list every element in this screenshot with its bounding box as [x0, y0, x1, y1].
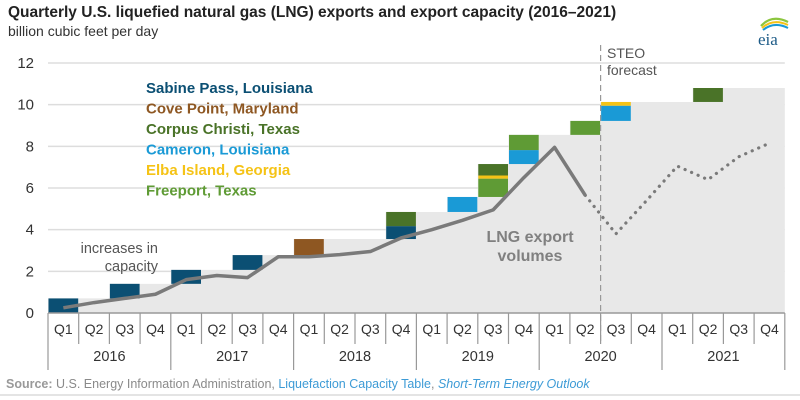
capacity-bar — [478, 178, 508, 197]
quarter-label: Q1 — [300, 321, 319, 337]
quarter-label: Q2 — [453, 321, 472, 337]
y-tick-label: 2 — [26, 263, 34, 280]
capacity-bar — [601, 105, 631, 121]
source-text: U.S. Energy Information Administration, — [52, 377, 279, 391]
capacity-bar — [232, 255, 263, 270]
x-axis: Q1 Q2 Q3 Q4 Q1 Q2 Q3 Q4 Q1 Q2 Q3 Q4 Q1 Q2 Q3 Q4 Q1 Q2 Q3 Q4… — [47, 312, 786, 370]
year-label: 2019 — [462, 349, 494, 365]
y-axis-unit-label: billion cubic feet per day — [8, 23, 159, 39]
quarter-label: Q1 — [422, 321, 441, 337]
source-note: Source: U.S. Energy Information Administ… — [6, 377, 590, 391]
quarter-label: Q4 — [515, 321, 534, 337]
capacity-bar — [478, 175, 508, 179]
quarter-label: Q1 — [54, 321, 73, 337]
footer-divider — [0, 394, 800, 396]
legend-item: Elba Island, Georgia — [146, 162, 291, 179]
quarter-label: Q2 — [699, 321, 718, 337]
quarter-label: Q3 — [607, 321, 626, 337]
quarter-label: Q2 — [576, 321, 595, 337]
annotations: increases in capacity LNG export volumes… — [81, 45, 657, 275]
logo-arc-blue — [762, 24, 789, 31]
y-tick-label: 4 — [26, 222, 34, 239]
source-separator: , — [431, 377, 438, 391]
capacity-bar — [48, 298, 79, 313]
quarter-label: Q4 — [637, 321, 656, 337]
capacity-bar — [509, 150, 539, 165]
quarter-label: Q3 — [729, 321, 748, 337]
quarter-label: Q3 — [361, 321, 380, 337]
quarter-label: Q3 — [238, 321, 257, 337]
capacity-bar — [109, 283, 140, 299]
capacity-note-line2: capacity — [105, 259, 159, 275]
quarter-label: Q4 — [269, 321, 288, 337]
legend-item: Cameron, Louisiana — [146, 142, 290, 159]
steo-link[interactable]: Short-Term Energy Outlook — [437, 377, 590, 391]
year-label: 2017 — [216, 349, 248, 365]
volumes-label-line1: LNG export — [486, 229, 574, 246]
year-label: 2020 — [584, 349, 616, 365]
quarter-label: Q2 — [85, 321, 104, 337]
legend-item: Cove Point, Maryland — [146, 101, 299, 118]
quarter-label: Q4 — [760, 321, 779, 337]
year-label: 2018 — [339, 349, 371, 365]
y-tick-label: 10 — [17, 97, 34, 114]
source-label: Source: — [6, 377, 53, 391]
quarter-label: Q3 — [484, 321, 503, 337]
legend-item: Corpus Christi, Texas — [146, 121, 300, 138]
logo-arc-yellow — [761, 21, 789, 29]
forecast-label-line1: STEO — [607, 45, 645, 61]
capacity-bar — [601, 101, 631, 106]
y-axis: 0 2 4 6 8 10 12 — [17, 55, 34, 322]
capacity-bar — [570, 120, 601, 135]
logo-arc-green — [760, 17, 789, 27]
logo-text: eia — [758, 30, 778, 48]
year-label: 2016 — [93, 349, 125, 365]
quarter-label: Q3 — [115, 321, 134, 337]
capacity-bar — [294, 239, 324, 256]
historical-exports-line — [63, 145, 587, 310]
quarter-label: Q4 — [392, 321, 411, 337]
capacity-bar — [478, 164, 508, 176]
liquefaction-capacity-link[interactable]: Liquefaction Capacity Table — [278, 377, 431, 391]
legend: Sabine Pass, Louisiana Cove Point, Maryla… — [146, 80, 313, 200]
year-label: 2021 — [707, 349, 739, 365]
capacity-bar — [386, 211, 416, 227]
quarter-label: Q1 — [177, 321, 196, 337]
y-tick-label: 12 — [17, 55, 34, 72]
capacity-bars — [48, 88, 723, 313]
legend-item: Freeport, Texas — [146, 183, 257, 200]
capacity-bar — [693, 88, 723, 102]
capacity-bar — [509, 134, 539, 151]
y-tick-label: 0 — [26, 305, 34, 322]
volumes-label-line2: volumes — [498, 248, 563, 265]
y-tick-label: 6 — [26, 180, 34, 197]
export-volume-line — [63, 45, 772, 345]
chart-title: Quarterly U.S. liquefied natural gas (LN… — [8, 4, 617, 21]
quarter-label: Q1 — [545, 321, 564, 337]
legend-item: Sabine Pass, Louisiana — [146, 80, 313, 97]
quarter-label: Q2 — [208, 321, 227, 337]
capacity-note-line1: increases in — [81, 241, 158, 257]
quarter-label: Q4 — [146, 321, 165, 337]
forecast-label-line2: forecast — [607, 62, 657, 78]
eia-logo: eia — [758, 17, 789, 48]
capacity-bar — [447, 196, 478, 212]
y-tick-label: 8 — [26, 138, 34, 155]
quarter-label: Q2 — [330, 321, 349, 337]
quarter-label: Q1 — [668, 321, 687, 337]
